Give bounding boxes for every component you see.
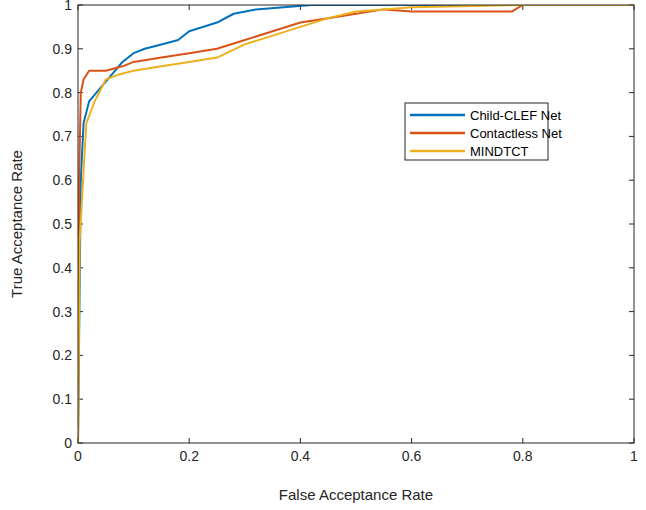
- y-tick-label: 0: [64, 435, 72, 451]
- y-tick: [629, 355, 634, 356]
- y-tick: [629, 92, 634, 93]
- x-tick-label: 0.6: [402, 448, 422, 464]
- y-tick: [629, 267, 634, 268]
- x-tick: [189, 438, 190, 443]
- y-tick: [629, 399, 634, 400]
- y-tick: [629, 224, 634, 225]
- y-tick: [629, 180, 634, 181]
- legend-swatch: [410, 114, 465, 117]
- legend-label: MINDTCT: [470, 144, 529, 159]
- y-tick-label: 1: [64, 0, 72, 13]
- y-tick-label: 0.2: [53, 347, 73, 363]
- chart: 0 0.2 0.4 0.6 0.8 1 0 0.1 0.2 0.3 0.4 0.5 0.6 0.7 0.8 0…: [0, 0, 646, 510]
- plot-frame: [78, 5, 634, 443]
- y-tick-label: 0.1: [53, 391, 73, 407]
- x-tick-label: 0: [74, 448, 82, 464]
- x-tick-label: 0.8: [513, 448, 533, 464]
- legend-label: Contactless Net: [470, 126, 562, 141]
- series-line: [78, 5, 634, 443]
- y-tick: [629, 136, 634, 137]
- x-tick: [411, 438, 412, 443]
- legend: Child-CLEF Net Contactless Net MINDTCT: [405, 103, 562, 160]
- x-tick: [300, 438, 301, 443]
- x-tick-label: 0.2: [179, 448, 199, 464]
- x-tick: [522, 438, 523, 443]
- y-tick-label: 0.3: [53, 304, 73, 320]
- x-axis-label: False Acceptance Rate: [279, 486, 433, 503]
- series-line: [78, 5, 634, 443]
- y-tick: [629, 48, 634, 49]
- y-tick-label: 0.8: [53, 85, 73, 101]
- y-axis-label: True Acceptance Rate: [8, 150, 25, 298]
- y-tick-label: 0.7: [53, 128, 73, 144]
- x-tick-label: 0.4: [291, 448, 311, 464]
- series-group: [78, 5, 634, 443]
- x-tick: [189, 5, 190, 10]
- legend-swatch: [410, 132, 465, 135]
- y-tick-label: 0.5: [53, 216, 73, 232]
- y-tick-label: 0.9: [53, 41, 73, 57]
- legend-swatch: [410, 150, 465, 153]
- y-tick-label: 0.4: [53, 260, 73, 276]
- y-tick: [78, 48, 83, 49]
- y-tick: [629, 311, 634, 312]
- plot-background: [78, 5, 634, 443]
- x-tick-label: 1: [630, 448, 638, 464]
- series-line: [78, 5, 634, 443]
- legend-label: Child-CLEF Net: [470, 108, 561, 123]
- y-tick-label: 0.6: [53, 172, 73, 188]
